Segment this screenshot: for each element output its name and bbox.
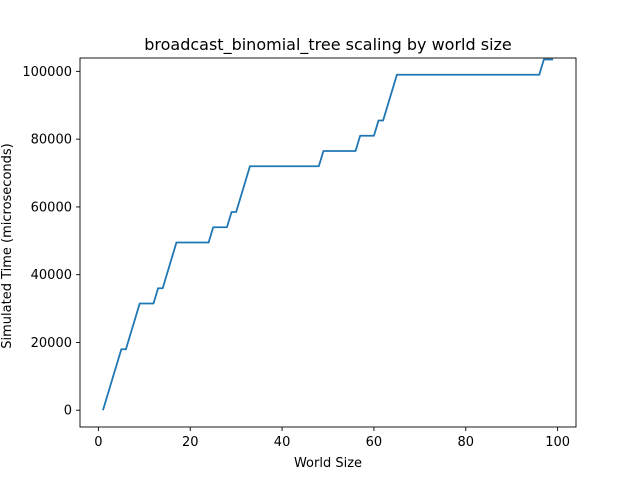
x-tick-label: 0 xyxy=(94,435,102,450)
y-axis-label: Simulated Time (microseconds) xyxy=(0,143,15,349)
series-line-0 xyxy=(102,58,554,411)
plot-area: 0 20 40 60 80 100 0 20000 40000 60000 80000 100000 xyxy=(22,57,577,450)
y-tick-label: 80000 xyxy=(31,133,72,148)
y-tick-label: 100000 xyxy=(22,65,72,80)
y-tick-label: 40000 xyxy=(31,268,72,283)
chart-title: broadcast_binomial_tree scaling by world… xyxy=(144,35,512,55)
x-tick-label: 60 xyxy=(366,435,383,450)
x-axis-label: World Size xyxy=(294,456,362,471)
x-tick-label: 80 xyxy=(458,435,475,450)
x-tick-label: 100 xyxy=(545,435,570,450)
y-tick-label: 60000 xyxy=(31,200,72,215)
y-tick-label: 20000 xyxy=(31,336,72,351)
x-tick-label: 20 xyxy=(182,435,199,450)
x-tick-label: 40 xyxy=(274,435,291,450)
axes-frame xyxy=(79,57,577,428)
y-tick-label: 0 xyxy=(64,404,72,419)
